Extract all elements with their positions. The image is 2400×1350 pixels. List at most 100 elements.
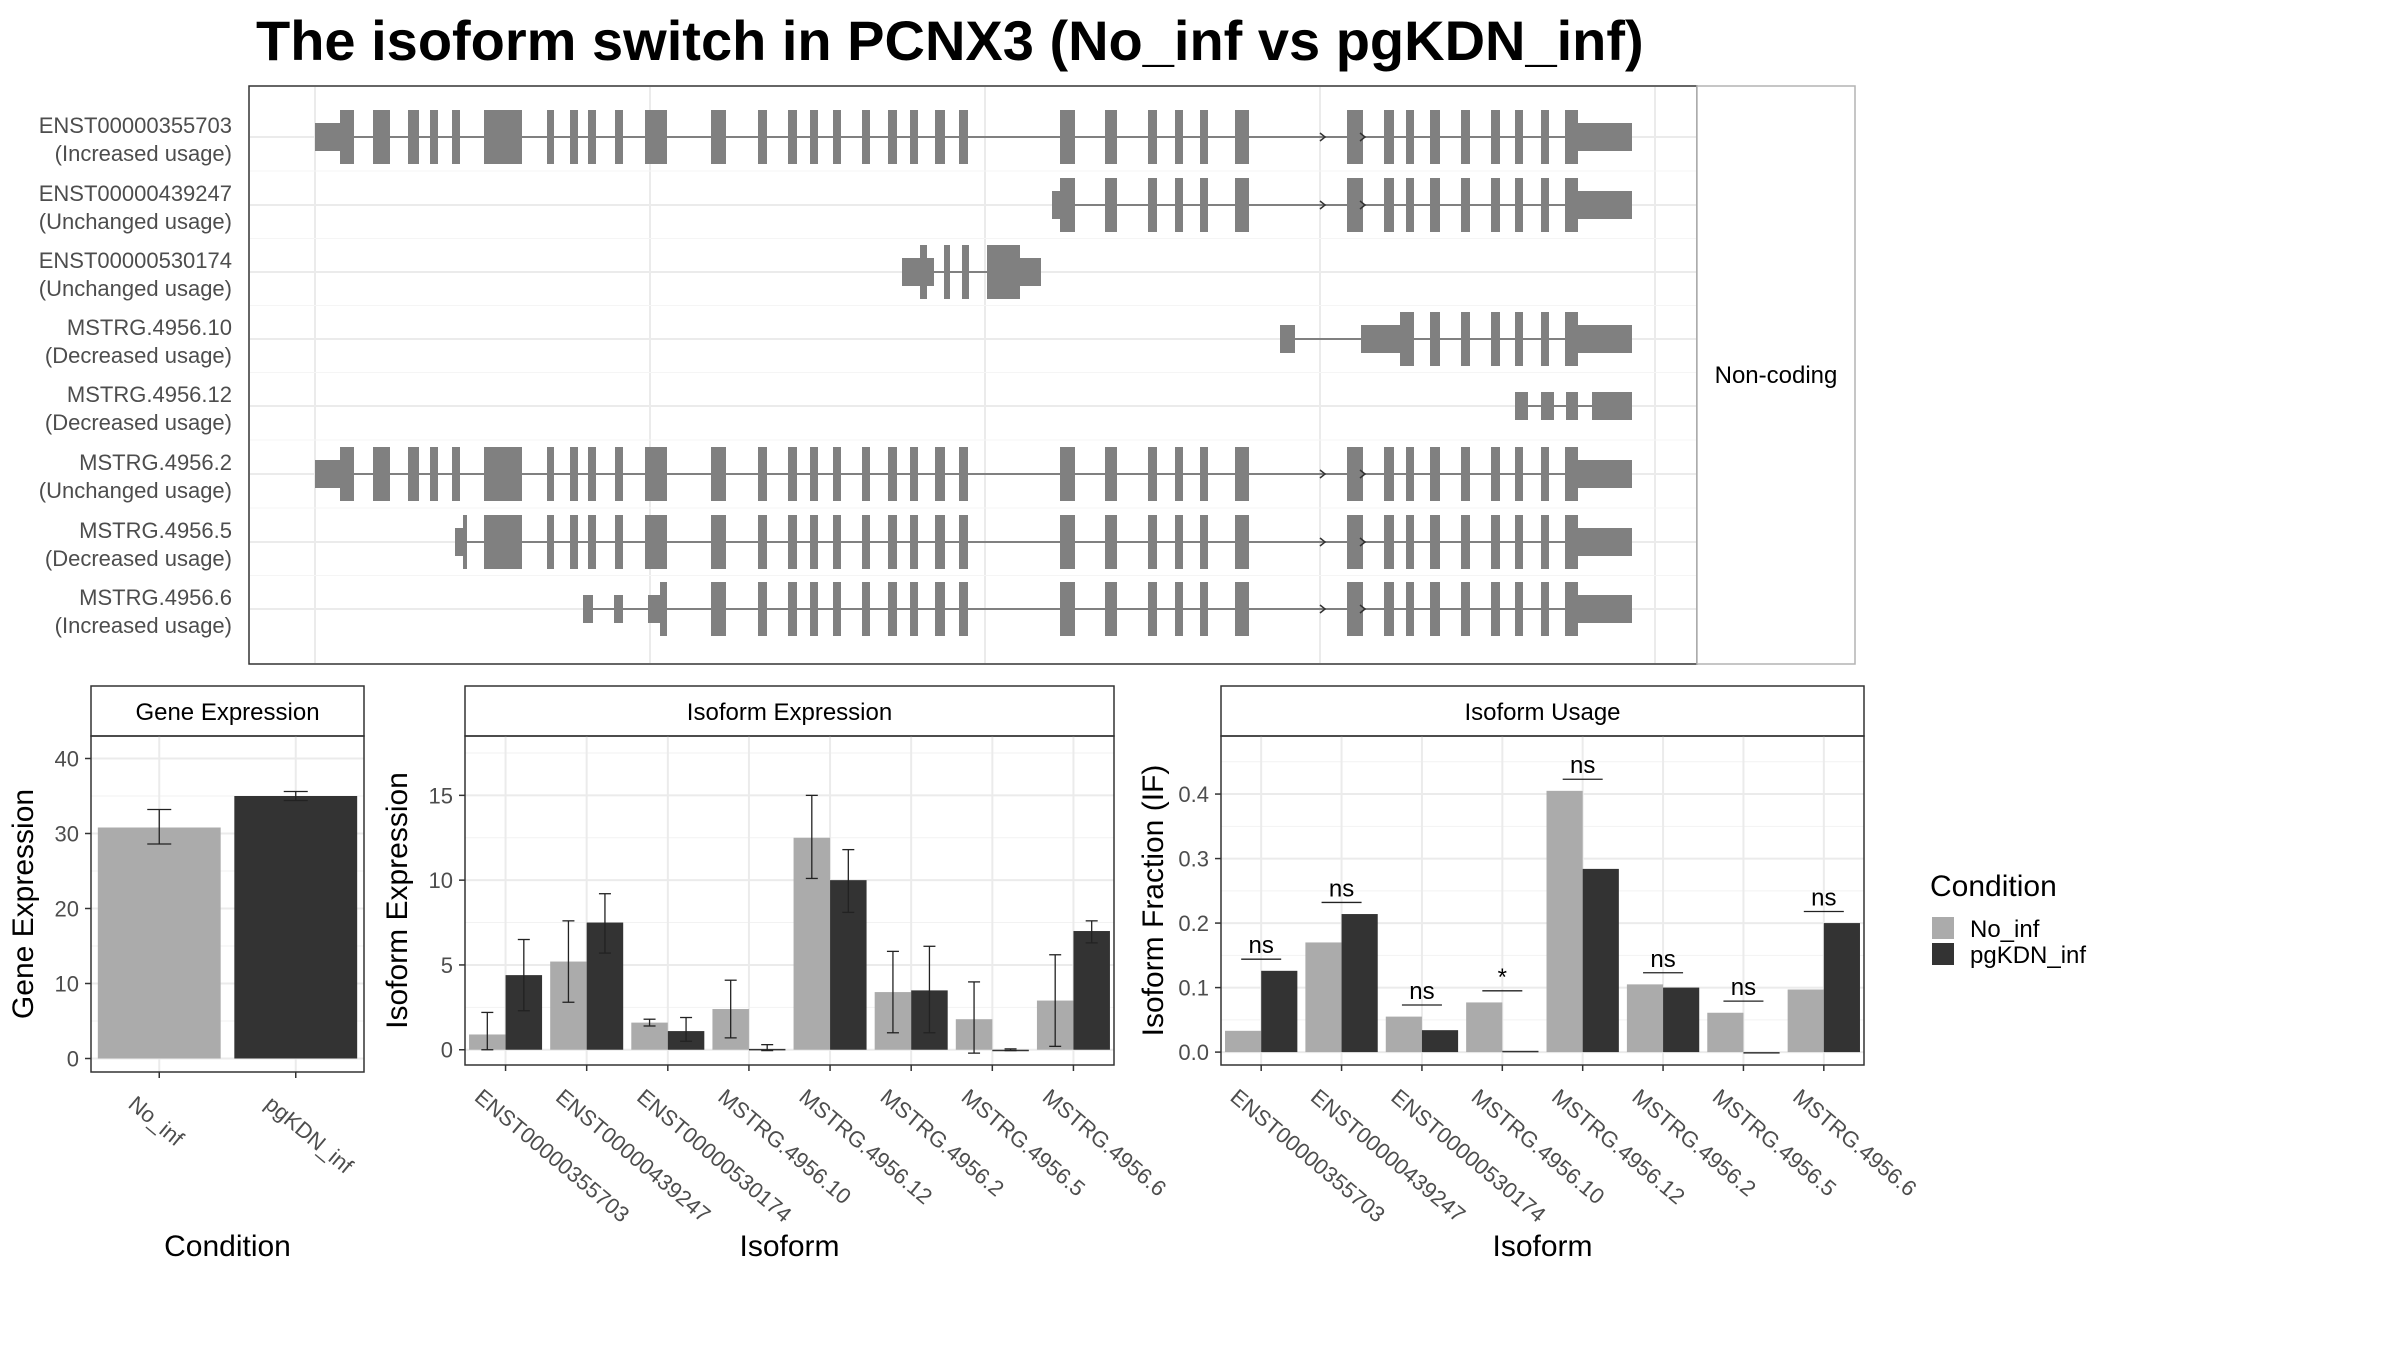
y-tick-label: 15 xyxy=(429,783,453,808)
exon-block xyxy=(1461,582,1470,636)
exon-block xyxy=(588,110,596,164)
panel-strip xyxy=(1220,685,1865,737)
bar-pgkdn-inf-enst00000355703 xyxy=(1261,970,1298,1053)
y-axis-title: Isoform Expression xyxy=(381,772,414,1029)
exon-block xyxy=(833,515,841,569)
y-tick-label: 10 xyxy=(429,868,453,893)
exon-block xyxy=(1491,447,1500,501)
significance-label: ns xyxy=(1329,875,1354,902)
transcript-usage-label: (Increased usage) xyxy=(55,613,232,638)
exon-block xyxy=(758,447,767,501)
significance-label: ns xyxy=(1409,978,1434,1005)
panel-strip-title: Isoform Expression xyxy=(687,699,892,726)
isoform-usage-panel: Isoform Usage 0.0 0.1 0.2 0.3 0.4 ns ns ns * ns ns n… xyxy=(1137,685,1921,1263)
exon-block xyxy=(1541,110,1549,164)
gene-structure-strip xyxy=(1696,85,1856,665)
exon-block xyxy=(570,447,578,501)
direction-arrow xyxy=(1359,604,1367,614)
legend: Condition No_inf pgKDN_inf xyxy=(1930,870,2086,969)
bars xyxy=(469,794,1110,1054)
transcript-id-label: ENST00000530174 xyxy=(39,248,232,273)
transcript-id-label: MSTRG.4956.12 xyxy=(67,382,232,407)
exon-block xyxy=(758,582,767,636)
exon-block xyxy=(1430,312,1440,366)
exon-block xyxy=(615,447,623,501)
exon-block xyxy=(888,447,897,501)
exon-block xyxy=(910,515,918,569)
exon-block xyxy=(1541,515,1549,569)
exon-block xyxy=(484,447,522,501)
exon-block xyxy=(711,110,726,164)
panel-strip-title: Isoform Usage xyxy=(1464,699,1620,726)
transcript-track-mstrg-4956-10 xyxy=(1280,312,1632,366)
exon-block xyxy=(1235,515,1249,569)
significance-label: ns xyxy=(1731,974,1756,1001)
exon-block xyxy=(1105,110,1117,164)
direction-arrow xyxy=(1359,469,1367,479)
y-tick-label: 0.1 xyxy=(1178,976,1209,1001)
utr-block xyxy=(1361,325,1400,353)
exon-block xyxy=(1406,447,1414,501)
direction-arrow xyxy=(1359,200,1367,210)
exon-block xyxy=(1105,582,1117,636)
exon-block xyxy=(810,110,818,164)
exon-block xyxy=(1515,178,1523,232)
exon-block xyxy=(615,515,623,569)
significance-label: ns xyxy=(1650,946,1675,973)
bar-no-inf-enst00000439247 xyxy=(1305,942,1342,1053)
exon-block xyxy=(788,447,797,501)
exon-block xyxy=(788,582,797,636)
x-axis-title: Condition xyxy=(164,1230,291,1263)
exon-block xyxy=(1430,515,1440,569)
gene-expression-panel: Gene Expression 0 10 20 30 40 No_inf pgKDN_inf C… xyxy=(7,685,365,1263)
exon-block xyxy=(1515,110,1523,164)
bar-pgkdn-inf-mstrg-4956-6 xyxy=(1073,931,1110,1050)
exon-block xyxy=(1384,447,1394,501)
exon-block xyxy=(660,582,667,636)
direction-arrow xyxy=(1319,604,1327,614)
exon-block xyxy=(1148,110,1157,164)
exon-block xyxy=(788,110,797,164)
exon-block xyxy=(1347,515,1363,569)
transcript-track-enst00000355703 xyxy=(315,110,1632,164)
panel-border xyxy=(464,735,1115,1066)
transcript-usage-label: (Increased usage) xyxy=(55,141,232,166)
exon-block xyxy=(547,447,554,501)
transcript-track-mstrg-4956-12 xyxy=(1515,392,1632,420)
exon-block xyxy=(1406,178,1414,232)
exon-block xyxy=(1461,178,1470,232)
transcript-usage-label: (Decreased usage) xyxy=(45,546,232,571)
transcript-track-mstrg-4956-5 xyxy=(455,515,1632,569)
bars xyxy=(97,790,358,1059)
exon-block xyxy=(1175,515,1183,569)
exon-block xyxy=(452,110,460,164)
isoform-expression-panel: Isoform Expression 0 5 10 15 ENST00000355703E… xyxy=(381,685,1171,1263)
y-tick-label: 0 xyxy=(441,1038,453,1063)
x-tick-label: ENST00000355703 xyxy=(470,1084,634,1227)
exon-block xyxy=(408,110,419,164)
figure-title: The isoform switch in PCNX3 (No_inf vs p… xyxy=(256,9,1644,72)
utr-block xyxy=(927,258,934,286)
exon-block xyxy=(1565,447,1578,501)
exon-block xyxy=(547,110,554,164)
y-tick-label: 0.3 xyxy=(1178,847,1209,872)
exon-block xyxy=(711,515,726,569)
y-tick-label: 0 xyxy=(67,1047,79,1072)
panel-border xyxy=(1220,735,1865,1066)
exon-block xyxy=(1060,582,1075,636)
exon-block xyxy=(1541,582,1549,636)
x-tick-label: ENST00000439247 xyxy=(551,1084,715,1227)
exon-block xyxy=(1235,447,1249,501)
exon-block xyxy=(588,447,596,501)
exon-block xyxy=(862,110,870,164)
exon-block xyxy=(888,110,897,164)
exon-block xyxy=(1175,447,1183,501)
bar-pgkdn-inf-enst00000439247 xyxy=(1341,914,1378,1053)
exon-block xyxy=(962,245,969,299)
y-tick-label: 5 xyxy=(441,953,453,978)
exon-block xyxy=(1406,110,1414,164)
transcript-track-enst00000439247 xyxy=(1052,178,1632,232)
exon-block xyxy=(484,110,522,164)
exon-block xyxy=(484,515,522,569)
direction-arrow xyxy=(1359,537,1367,547)
